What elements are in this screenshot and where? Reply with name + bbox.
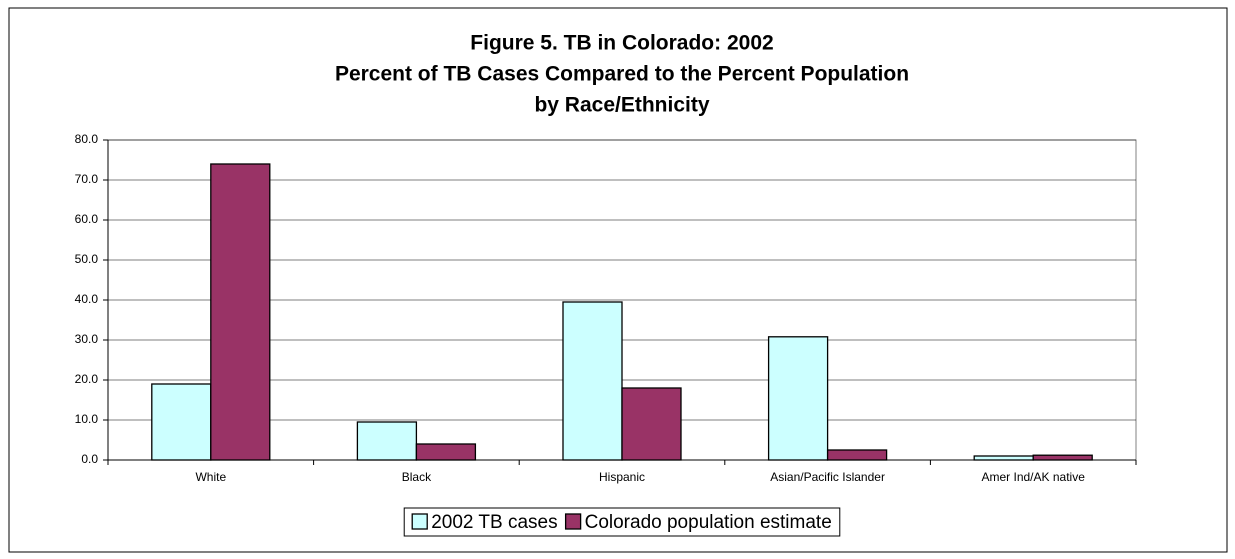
- chart-title: by Race/Ethnicity: [534, 94, 709, 117]
- chart-title: Figure 5. TB in Colorado: 2002: [470, 32, 773, 55]
- bar: [415, 443, 477, 461]
- bar: [356, 421, 418, 461]
- y-tick-label: 50.0: [75, 252, 99, 266]
- bar: [1032, 454, 1093, 461]
- legend-label: Colorado population estimate: [585, 512, 832, 533]
- y-tick-label: 0.0: [81, 452, 98, 466]
- x-tick-label: Asian/Pacific Islander: [770, 470, 885, 484]
- chart-title: Percent of TB Cases Compared to the Perc…: [335, 63, 909, 86]
- y-tick-label: 20.0: [75, 372, 99, 386]
- y-tick-label: 70.0: [75, 172, 99, 186]
- y-tick-label: 30.0: [75, 332, 99, 346]
- bar: [562, 301, 623, 461]
- x-tick-label: White: [195, 470, 226, 484]
- y-tick-label: 40.0: [75, 292, 99, 306]
- x-tick-label: Hispanic: [599, 470, 645, 484]
- y-tick-label: 80.0: [75, 132, 99, 146]
- bar: [210, 163, 271, 461]
- legend: [403, 507, 841, 537]
- legend-label: 2002 TB cases: [431, 512, 557, 533]
- bar: [826, 449, 888, 461]
- bar: [621, 387, 682, 461]
- y-tick-label: 60.0: [75, 212, 99, 226]
- y-tick-label: 10.0: [75, 412, 99, 426]
- bar: [973, 455, 1034, 461]
- x-tick-label: Black: [402, 470, 432, 484]
- legend-swatch: [411, 513, 428, 530]
- x-tick-label: Amer Ind/AK native: [982, 470, 1086, 484]
- legend-swatch: [564, 513, 582, 530]
- bar: [151, 383, 212, 461]
- bar: [767, 336, 829, 461]
